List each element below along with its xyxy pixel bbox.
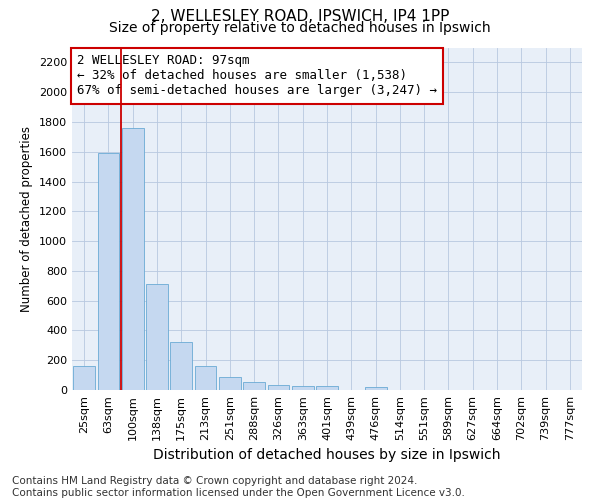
Bar bbox=[97, 153, 119, 390]
Bar bbox=[194, 366, 217, 390]
Bar bbox=[365, 387, 386, 390]
Text: 2 WELLESLEY ROAD: 97sqm
← 32% of detached houses are smaller (1,538)
67% of semi: 2 WELLESLEY ROAD: 97sqm ← 32% of detache… bbox=[77, 54, 437, 98]
Text: 2, WELLESLEY ROAD, IPSWICH, IP4 1PP: 2, WELLESLEY ROAD, IPSWICH, IP4 1PP bbox=[151, 9, 449, 24]
Bar bbox=[146, 284, 168, 390]
X-axis label: Distribution of detached houses by size in Ipswich: Distribution of detached houses by size … bbox=[153, 448, 501, 462]
Bar bbox=[170, 342, 192, 390]
Bar bbox=[316, 386, 338, 390]
Bar bbox=[243, 382, 265, 390]
Bar bbox=[268, 385, 289, 390]
Bar bbox=[73, 366, 95, 390]
Text: Contains HM Land Registry data © Crown copyright and database right 2024.
Contai: Contains HM Land Registry data © Crown c… bbox=[12, 476, 465, 498]
Text: Size of property relative to detached houses in Ipswich: Size of property relative to detached ho… bbox=[109, 21, 491, 35]
Y-axis label: Number of detached properties: Number of detached properties bbox=[20, 126, 34, 312]
Bar bbox=[292, 386, 314, 390]
Bar bbox=[219, 376, 241, 390]
Bar bbox=[122, 128, 143, 390]
